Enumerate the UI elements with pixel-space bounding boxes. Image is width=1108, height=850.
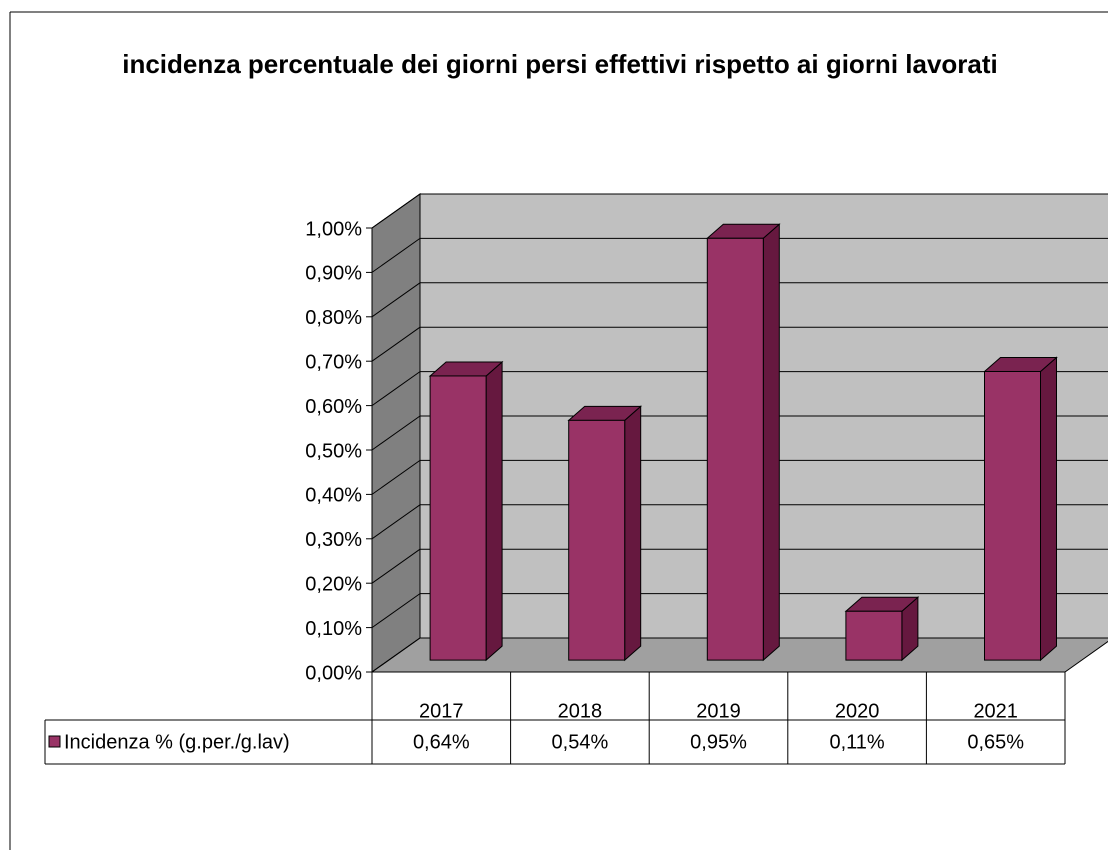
value-label: 0,95%: [690, 731, 747, 753]
chart-title: incidenza percentuale dei giorni persi e…: [122, 49, 998, 79]
bar-side: [624, 405, 642, 662]
grid-line: [371, 504, 421, 540]
value-label: 0,54%: [552, 731, 609, 753]
x-tick-label: 2017: [419, 700, 464, 722]
grid-line: [371, 326, 421, 362]
grid-line: [371, 593, 421, 629]
grid-line: [371, 415, 421, 451]
y-tick-label: 0,50%: [305, 440, 362, 462]
value-label: 0,64%: [413, 731, 470, 753]
bar-side: [1040, 356, 1057, 662]
y-tick-label: 0,20%: [305, 573, 362, 595]
x-tick-label: 2018: [558, 700, 603, 722]
bar-side: [485, 360, 503, 662]
grid-line: [371, 371, 421, 407]
grid-line: [371, 193, 421, 229]
grid-line: [371, 282, 421, 318]
bar: [568, 419, 626, 661]
value-label: 0,11%: [829, 731, 884, 753]
grid-line: [371, 459, 421, 495]
bar: [984, 371, 1041, 661]
x-tick-label: 2021: [973, 700, 1018, 722]
y-tick-label: 1,00%: [305, 218, 362, 240]
value-label: 0,65%: [967, 731, 1024, 753]
y-tick-label: 0,70%: [305, 351, 362, 373]
y-tick-label: 0,30%: [305, 529, 362, 551]
grid-line: [371, 237, 421, 273]
y-tick-label: 0,80%: [305, 307, 362, 329]
y-tick-label: 0,90%: [305, 263, 362, 285]
grid-line: [371, 637, 421, 673]
x-tick-label: 2020: [835, 700, 880, 722]
bar: [706, 237, 764, 661]
bar: [429, 375, 487, 661]
bar: [845, 610, 903, 661]
x-tick-label: 2019: [696, 700, 741, 722]
legend-label: Incidenza % (g.per./g.lav): [64, 731, 290, 753]
y-tick-label: 0,10%: [305, 618, 362, 640]
legend-key: [48, 735, 61, 748]
y-tick-label: 0,00%: [305, 662, 362, 684]
bar-side: [762, 223, 780, 662]
grid-line: [371, 548, 421, 584]
y-tick-label: 0,60%: [305, 396, 362, 418]
y-tick-label: 0,40%: [305, 485, 362, 507]
